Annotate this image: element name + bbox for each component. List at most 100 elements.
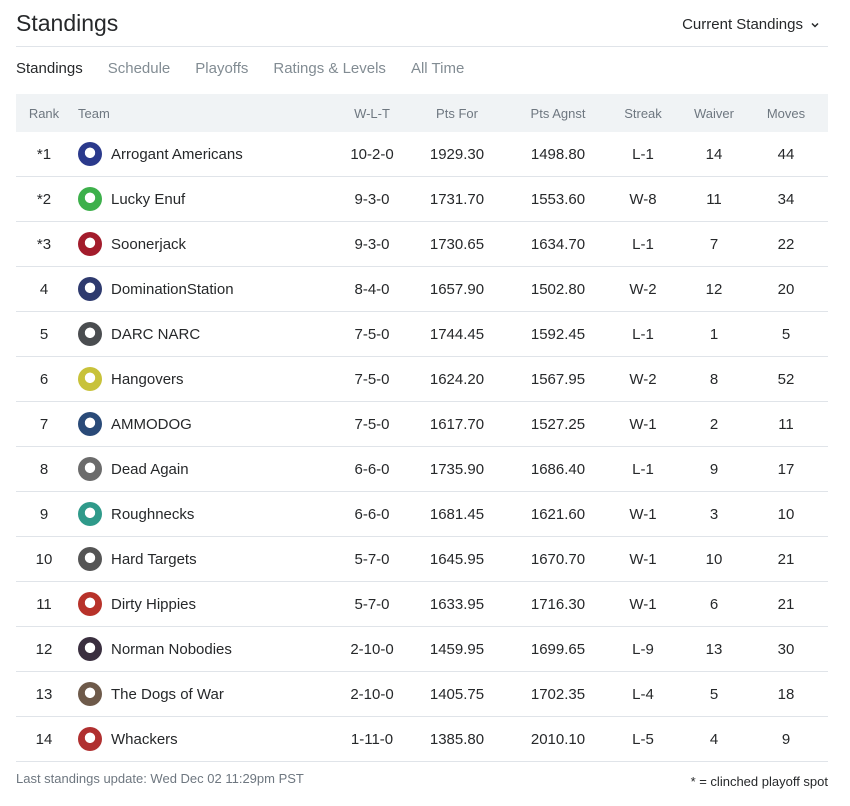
rank-cell: *1	[36, 145, 52, 163]
moves-cell: 22	[777, 235, 795, 253]
team-name-link[interactable]: Soonerjack	[111, 235, 187, 253]
streak-cell: W-1	[629, 505, 657, 523]
team-cell: Roughnecks	[72, 502, 332, 526]
team-logo-icon[interactable]	[78, 142, 102, 166]
pts-agnst-cell: 1498.80	[530, 145, 586, 163]
team-logo-icon[interactable]	[78, 637, 102, 661]
pts-agnst-cell: 1621.60	[530, 505, 586, 523]
wlt-cell: 5-7-0	[354, 595, 390, 613]
table-row: 4 DominationStation 8-4-0 1657.90 1502.80 W-2…	[16, 267, 828, 312]
streak-cell: W-1	[629, 415, 657, 433]
wlt-cell: 7-5-0	[354, 370, 390, 388]
team-logo-icon[interactable]	[78, 682, 102, 706]
rank-cell: 10	[35, 550, 53, 568]
team-logo-icon[interactable]	[78, 367, 102, 391]
waiver-cell: 2	[709, 415, 719, 433]
pts-agnst-cell: 1527.25	[530, 415, 586, 433]
rank-cell: *2	[36, 190, 52, 208]
streak-cell: L-9	[632, 640, 654, 658]
team-name-link[interactable]: The Dogs of War	[111, 685, 224, 703]
moves-cell: 10	[777, 505, 795, 523]
waiver-cell: 13	[705, 640, 723, 658]
team-logo-icon[interactable]	[78, 232, 102, 256]
team-logo-icon[interactable]	[78, 412, 102, 436]
team-name-link[interactable]: DARC NARC	[111, 325, 201, 343]
standings-view-dropdown[interactable]: Current Standings	[682, 16, 820, 33]
pts-agnst-cell: 1502.80	[530, 280, 586, 298]
team-cell: Hard Targets	[72, 547, 332, 571]
tab-all-time[interactable]: All Time	[410, 60, 465, 77]
table-row: 5 DARC NARC 7-5-0 1744.45 1592.45 L-1 1 5	[16, 312, 828, 357]
team-logo-icon[interactable]	[78, 457, 102, 481]
wlt-cell: 5-7-0	[354, 550, 390, 568]
team-name-link[interactable]: Dead Again	[111, 460, 189, 478]
moves-cell: 52	[777, 370, 795, 388]
team-name-link[interactable]: Arrogant Americans	[111, 145, 243, 163]
wlt-cell: 9-3-0	[354, 190, 390, 208]
column-header-team: Team	[78, 105, 110, 121]
moves-cell: 18	[777, 685, 795, 703]
waiver-cell: 11	[706, 190, 722, 208]
team-logo-icon[interactable]	[78, 277, 102, 301]
team-name-link[interactable]: AMMODOG	[111, 415, 192, 433]
team-cell: Dirty Hippies	[72, 592, 332, 616]
team-cell: Lucky Enuf	[72, 187, 332, 211]
pts-for-cell: 1730.65	[429, 235, 485, 253]
last-update-text: Last standings update: Wed Dec 02 11:29p…	[16, 771, 304, 786]
team-cell: Arrogant Americans	[72, 142, 332, 166]
table-row: 9 Roughnecks 6-6-0 1681.45 1621.60 W-1 3 10	[16, 492, 828, 537]
rank-cell: 9	[39, 505, 49, 523]
wlt-cell: 2-10-0	[350, 640, 394, 658]
streak-cell: W-2	[629, 370, 657, 388]
tab-playoffs[interactable]: Playoffs	[195, 60, 249, 77]
streak-cell: L-1	[632, 145, 654, 163]
team-cell: Norman Nobodies	[72, 637, 332, 661]
pts-for-cell: 1624.20	[429, 370, 485, 388]
streak-cell: W-8	[629, 190, 657, 208]
pts-for-cell: 1385.80	[429, 730, 485, 748]
moves-cell: 5	[781, 325, 791, 343]
wlt-cell: 7-5-0	[354, 415, 390, 433]
rank-cell: 4	[39, 280, 49, 298]
team-name-link[interactable]: Whackers	[111, 730, 178, 748]
pts-agnst-cell: 1634.70	[530, 235, 586, 253]
table-row: *2 Lucky Enuf 9-3-0 1731.70 1553.60 W-8 11 34	[16, 177, 828, 222]
waiver-cell: 3	[709, 505, 719, 523]
column-header-waiver: Waiver	[694, 105, 734, 121]
wlt-cell: 10-2-0	[350, 145, 394, 163]
column-header-pts-agnst: Pts Agnst	[530, 105, 586, 121]
waiver-cell: 5	[709, 685, 719, 703]
moves-cell: 21	[777, 550, 795, 568]
team-name-link[interactable]: Hangovers	[111, 370, 184, 388]
tab-schedule[interactable]: Schedule	[107, 60, 171, 77]
team-logo-icon[interactable]	[78, 502, 102, 526]
rank-cell: 11	[36, 595, 52, 613]
table-row: 6 Hangovers 7-5-0 1624.20 1567.95 W-2 8 52	[16, 357, 828, 402]
streak-cell: L-1	[632, 325, 654, 343]
team-logo-icon[interactable]	[78, 547, 102, 571]
rank-cell: 12	[35, 640, 53, 658]
tab-standings[interactable]: Standings	[16, 60, 83, 77]
rank-cell: 5	[39, 325, 49, 343]
tab-ratings-levels[interactable]: Ratings & Levels	[273, 60, 386, 77]
wlt-cell: 9-3-0	[354, 235, 390, 253]
waiver-cell: 6	[709, 595, 719, 613]
waiver-cell: 1	[709, 325, 719, 343]
clinched-legend: * = clinched playoff spot	[690, 774, 828, 789]
team-name-link[interactable]: Norman Nobodies	[111, 640, 232, 658]
team-name-link[interactable]: Lucky Enuf	[111, 190, 186, 208]
wlt-cell: 1-11-0	[350, 730, 394, 748]
table-row: 12 Norman Nobodies 2-10-0 1459.95 1699.65 L-9…	[16, 627, 828, 672]
team-logo-icon[interactable]	[78, 592, 102, 616]
waiver-cell: 12	[705, 280, 723, 298]
chevron-down-icon	[811, 22, 819, 28]
team-name-link[interactable]: DominationStation	[111, 280, 234, 298]
streak-cell: L-1	[632, 235, 654, 253]
pts-for-cell: 1744.45	[429, 325, 485, 343]
team-name-link[interactable]: Roughnecks	[111, 505, 195, 523]
team-logo-icon[interactable]	[78, 187, 102, 211]
team-name-link[interactable]: Dirty Hippies	[111, 595, 197, 613]
team-name-link[interactable]: Hard Targets	[111, 550, 197, 568]
team-logo-icon[interactable]	[78, 322, 102, 346]
team-logo-icon[interactable]	[78, 727, 102, 751]
